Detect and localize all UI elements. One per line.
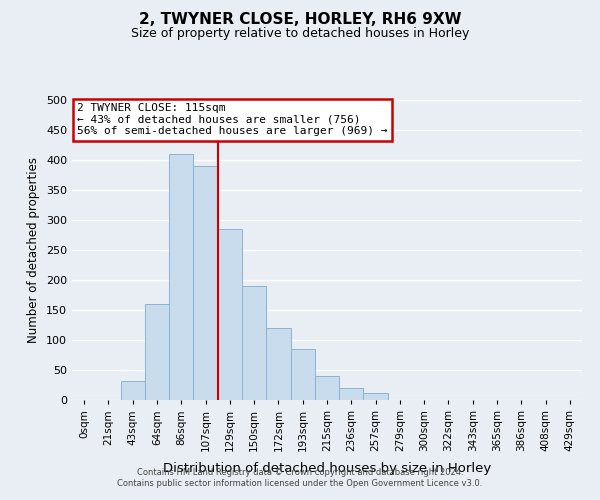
Bar	[145, 304, 169, 400]
Bar	[315, 376, 339, 400]
Bar	[193, 166, 218, 400]
Bar	[339, 388, 364, 400]
Bar	[242, 286, 266, 400]
Text: 2 TWYNER CLOSE: 115sqm
← 43% of detached houses are smaller (756)
56% of semi-de: 2 TWYNER CLOSE: 115sqm ← 43% of detached…	[77, 103, 388, 136]
Bar	[218, 229, 242, 400]
Bar	[290, 349, 315, 400]
Y-axis label: Number of detached properties: Number of detached properties	[28, 157, 40, 343]
Text: Contains HM Land Registry data © Crown copyright and database right 2024.
Contai: Contains HM Land Registry data © Crown c…	[118, 468, 482, 487]
Bar	[169, 154, 193, 400]
Bar	[266, 328, 290, 400]
Bar	[364, 394, 388, 400]
Bar	[121, 381, 145, 400]
Text: 2, TWYNER CLOSE, HORLEY, RH6 9XW: 2, TWYNER CLOSE, HORLEY, RH6 9XW	[139, 12, 461, 28]
Text: Size of property relative to detached houses in Horley: Size of property relative to detached ho…	[131, 28, 469, 40]
X-axis label: Distribution of detached houses by size in Horley: Distribution of detached houses by size …	[163, 462, 491, 475]
